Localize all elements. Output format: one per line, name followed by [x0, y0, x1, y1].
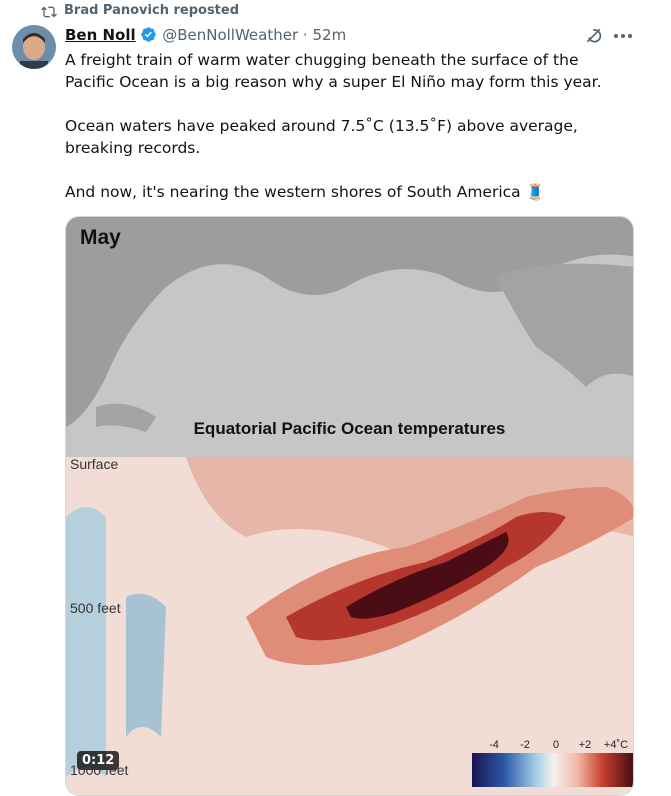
- author-handle[interactable]: @BenNollWeather: [162, 26, 299, 44]
- colorbar-label: 0: [552, 739, 560, 751]
- verified-badge: [141, 27, 157, 42]
- colorbar-label: +4˚C: [603, 739, 629, 751]
- post-body: A freight train of warm water chugging b…: [65, 49, 630, 225]
- depth-label: 500 feet: [70, 600, 121, 616]
- video-time: 0:12: [77, 751, 120, 770]
- meta-separator: ·: [302, 26, 308, 44]
- media-title: Equatorial Pacific Ocean temperatures: [193, 419, 506, 438]
- depth-label: Surface: [70, 456, 119, 472]
- avatar[interactable]: [12, 25, 56, 69]
- repost-label: Brad Panovich reposted: [64, 3, 240, 18]
- video-media[interactable]: [65, 216, 634, 796]
- repost-icon: [41, 6, 57, 18]
- more-button[interactable]: [612, 26, 634, 46]
- post-paragraph: And now, it's nearing the western shores…: [65, 183, 545, 201]
- grok-button[interactable]: [584, 26, 604, 46]
- colorbar-label: +2: [578, 739, 592, 751]
- depth-label: 1000 feet: [70, 762, 129, 778]
- avatar-image: [12, 25, 56, 69]
- post-header: Ben Noll @BenNollWeather · 52m: [65, 26, 346, 44]
- post-paragraph: A freight train of warm water chugging b…: [65, 51, 602, 91]
- post-paragraph: Ocean waters have peaked around 7.5˚C (1…: [65, 117, 578, 157]
- author-name[interactable]: Ben Noll: [65, 26, 136, 44]
- video-frame: [66, 217, 633, 795]
- post-time[interactable]: 52m: [312, 26, 347, 44]
- colorbar: [472, 753, 633, 787]
- colorbar-label: -4: [489, 739, 499, 751]
- media-label: May: [80, 226, 121, 249]
- colorbar-label: -2: [520, 739, 530, 751]
